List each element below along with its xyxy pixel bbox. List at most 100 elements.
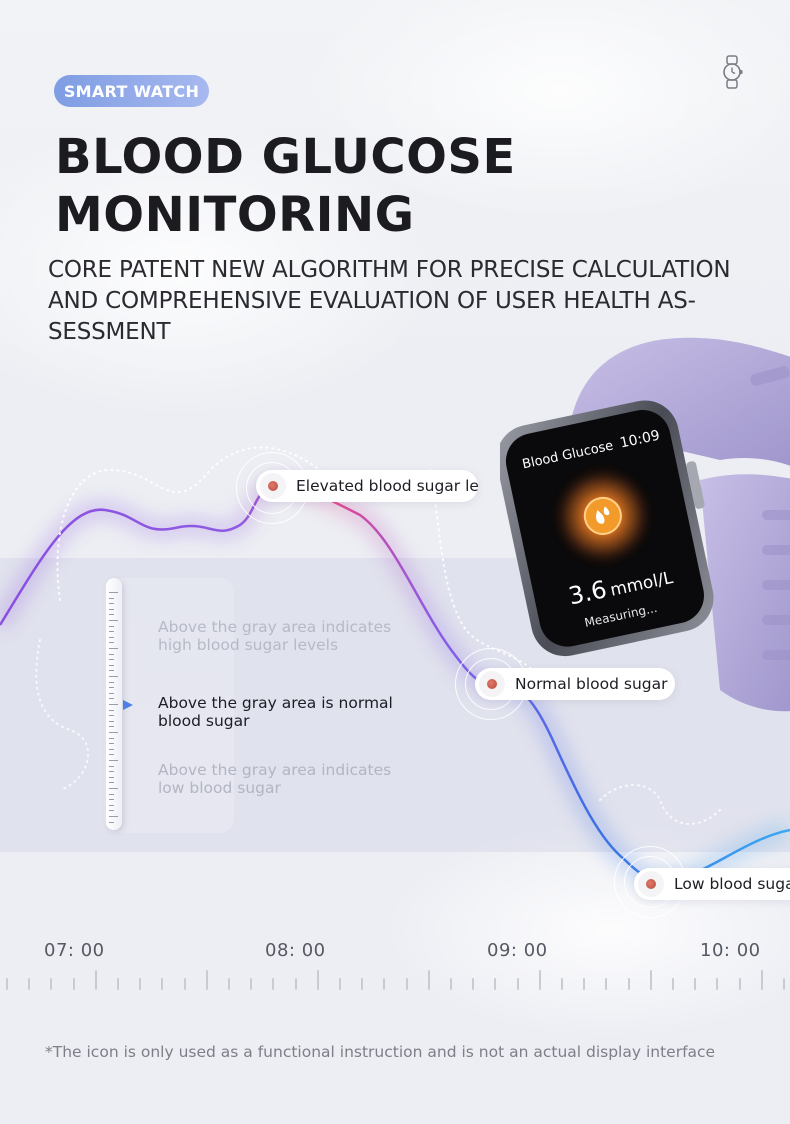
ruler-tick (109, 793, 114, 795)
ruler-tick (109, 648, 118, 649)
ruler-tick (109, 737, 114, 739)
ruler-tick (109, 709, 114, 711)
time-label: 10: 00 (700, 940, 761, 961)
axis-tick (117, 978, 119, 990)
ruler-tick (109, 732, 118, 733)
ruler-tick (109, 760, 118, 761)
ruler-tick (109, 597, 114, 599)
axis-tick (561, 978, 563, 990)
ruler-tick (109, 681, 114, 683)
subtitle-line-3: SESSMENT (48, 319, 171, 345)
ruler-tick (109, 720, 114, 722)
ruler-tick (109, 608, 114, 610)
marker-normal: Normal blood sugar (475, 668, 675, 700)
ruler-tick (109, 653, 114, 655)
axis-tick (28, 978, 31, 990)
ruler-tick (109, 743, 114, 745)
glucose-drop-icon (596, 509, 605, 524)
ruler-tick (109, 603, 114, 605)
axis-tick (783, 978, 785, 990)
axis-tick (183, 978, 186, 990)
ruler-tick (109, 821, 114, 823)
ruler-tick (109, 614, 114, 616)
legend-normal-line-1: Above the gray area is normal (158, 694, 393, 712)
title-line-1: BLOOD GLUCOSE (55, 129, 516, 185)
axis-tick (405, 978, 408, 990)
axis-tick (316, 970, 319, 990)
marker-elevated: Elevated blood sugar levels (256, 470, 478, 502)
subtitle-line-1: CORE PATENT NEW ALGORITHM FOR PRECISE CA… (48, 257, 731, 283)
axis-tick (760, 970, 763, 990)
ruler-tick (109, 659, 114, 661)
time-label: 07: 00 (44, 940, 105, 961)
marker-normal-label: Normal blood sugar (515, 675, 668, 693)
footnote: *The icon is only used as a functional i… (45, 1043, 716, 1061)
axis-tick (450, 978, 452, 990)
axis-tick (605, 978, 608, 990)
ruler-tick (109, 804, 114, 806)
axis-tick (339, 978, 341, 990)
ruler-tick (109, 816, 118, 817)
axis-tick (6, 978, 8, 990)
ruler-tick (109, 748, 114, 750)
ruler-tick (109, 642, 114, 644)
glucose-scale-ruler (106, 578, 122, 830)
ruler-tick (109, 676, 118, 677)
axis-tick (50, 978, 53, 990)
legend-high: Above the gray area indicates high blood… (158, 618, 418, 654)
axis-tick (72, 978, 75, 990)
axis-tick (294, 978, 297, 990)
ruler-tick (109, 592, 118, 593)
legend-high-line-1: Above the gray area indicates (158, 618, 392, 636)
axis-tick (627, 978, 630, 990)
axis-tick (716, 978, 719, 990)
page-title: BLOOD GLUCOSE MONITORING (55, 128, 755, 244)
ruler-tick (109, 664, 114, 666)
axis-tick (361, 978, 364, 990)
time-label: 09: 00 (487, 940, 548, 961)
ruler-tick (109, 788, 118, 789)
ruler-tick (109, 692, 114, 694)
ruler-tick (109, 771, 114, 773)
axis-tick (649, 970, 652, 990)
axis-tick (538, 970, 541, 990)
marker-elevated-label: Elevated blood sugar levels (296, 477, 478, 495)
axis-tick (516, 978, 519, 990)
smart-watch-tag: SMART WATCH (54, 75, 209, 107)
ruler-tick (109, 631, 114, 633)
axis-tick (228, 978, 230, 990)
ruler-tick (109, 704, 118, 705)
page-subtitle: CORE PATENT NEW ALGORITHM FOR PRECISE CA… (48, 255, 758, 348)
axis-tick (738, 978, 741, 990)
title-line-2: MONITORING (55, 187, 415, 243)
legend-low: Above the gray area indicates low blood … (158, 761, 418, 797)
ruler-tick (109, 782, 114, 784)
axis-tick (694, 978, 697, 990)
ruler-tick (109, 765, 114, 767)
axis-tick (672, 978, 674, 990)
ruler-tick (109, 620, 118, 621)
ruler-tick (109, 810, 114, 812)
ruler-tick (109, 754, 114, 756)
axis-tick (427, 970, 430, 990)
ruler-tick (109, 799, 114, 801)
axis-tick (250, 978, 253, 990)
axis-tick (161, 978, 164, 990)
marker-dot (479, 671, 505, 697)
legend-low-line-2: low blood sugar (158, 779, 281, 797)
axis-tick (272, 978, 275, 990)
axis-tick (383, 978, 386, 990)
legend-low-line-1: Above the gray area indicates (158, 761, 392, 779)
legend-normal: Above the gray area is normal blood suga… (158, 694, 418, 730)
marker-low: Low blood sugar (634, 868, 790, 900)
axis-tick (583, 978, 586, 990)
ruler-tick (109, 625, 114, 627)
ruler-tick (109, 776, 114, 778)
ruler-tick (109, 670, 114, 672)
legend-normal-line-2: blood sugar (158, 712, 250, 730)
axis-tick (94, 970, 97, 990)
axis-tick (472, 978, 475, 990)
scale-pointer-icon (123, 700, 133, 710)
marker-dot (638, 871, 664, 897)
